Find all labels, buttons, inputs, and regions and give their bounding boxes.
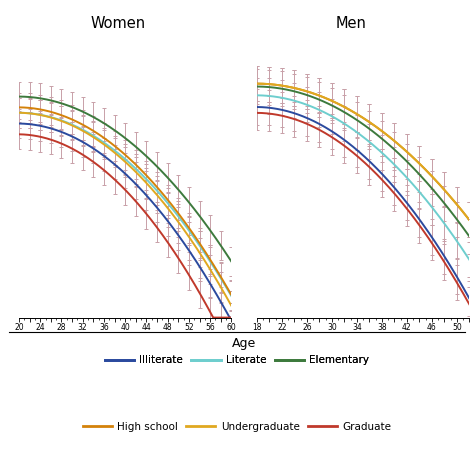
Legend: Illiterate, Literate, Elementary: Illiterate, Literate, Elementary: [101, 351, 373, 370]
Text: Men: Men: [335, 16, 366, 31]
Text: Women: Women: [91, 16, 146, 31]
Text: Age: Age: [232, 337, 256, 349]
Legend: High school, Undergraduate, Graduate: High school, Undergraduate, Graduate: [79, 418, 395, 436]
